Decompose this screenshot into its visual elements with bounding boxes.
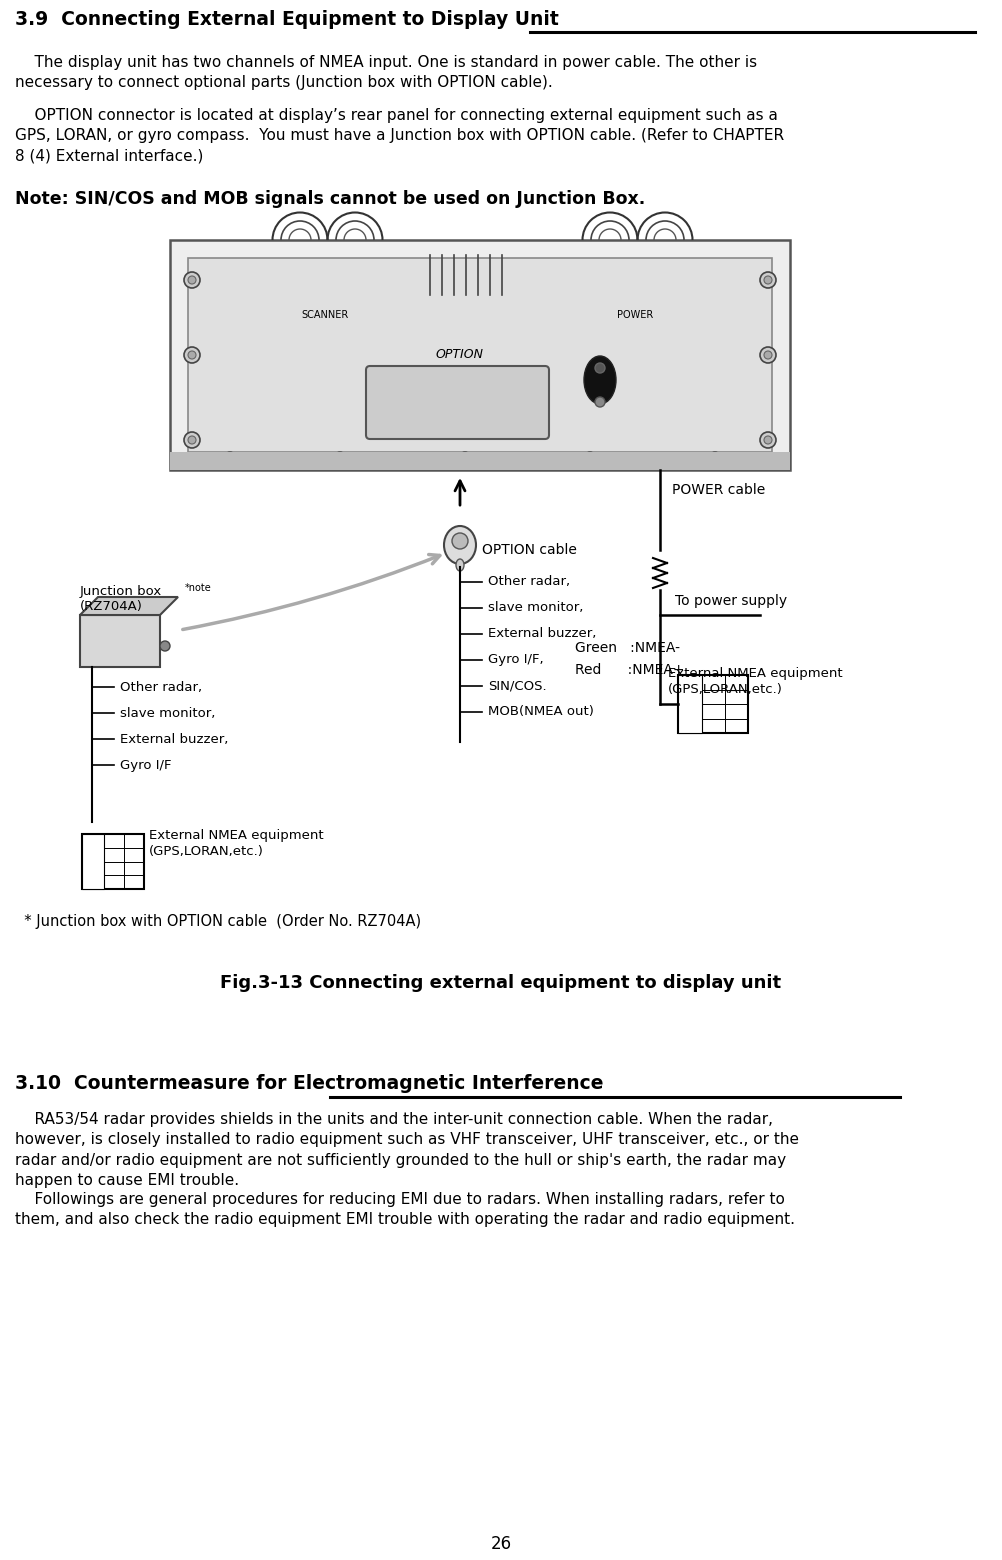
- Text: Other radar,: Other radar,: [120, 680, 202, 694]
- Circle shape: [764, 435, 772, 445]
- Text: MOB(NMEA out): MOB(NMEA out): [488, 705, 593, 719]
- Text: SCANNER: SCANNER: [301, 310, 349, 320]
- Text: RA53/54 radar provides shields in the units and the inter-unit connection cable.: RA53/54 radar provides shields in the un…: [15, 1112, 799, 1189]
- FancyBboxPatch shape: [366, 367, 548, 438]
- Circle shape: [183, 346, 199, 363]
- Polygon shape: [80, 597, 177, 615]
- Text: POWER: POWER: [616, 310, 652, 320]
- Text: Fig.3-13 Connecting external equipment to display unit: Fig.3-13 Connecting external equipment t…: [220, 973, 781, 992]
- Ellipse shape: [594, 363, 604, 373]
- Circle shape: [760, 271, 776, 289]
- Ellipse shape: [452, 534, 468, 549]
- Ellipse shape: [456, 558, 464, 571]
- Circle shape: [183, 271, 199, 289]
- Text: SIN/COS.: SIN/COS.: [488, 680, 546, 693]
- Text: The display unit has two channels of NMEA input. One is standard in power cable.: The display unit has two channels of NME…: [15, 55, 757, 90]
- Text: OPTION: OPTION: [436, 348, 484, 362]
- Text: External buzzer,: External buzzer,: [488, 627, 596, 641]
- Circle shape: [183, 432, 199, 448]
- Text: *note: *note: [184, 583, 211, 593]
- Text: Green   :NMEA-: Green :NMEA-: [574, 641, 679, 655]
- Text: Junction box: Junction box: [80, 585, 162, 597]
- Text: External NMEA equipment
(GPS,LORAN,etc.): External NMEA equipment (GPS,LORAN,etc.): [667, 668, 842, 696]
- FancyBboxPatch shape: [187, 257, 772, 452]
- Circle shape: [187, 435, 195, 445]
- Circle shape: [760, 432, 776, 448]
- Ellipse shape: [583, 356, 615, 404]
- Circle shape: [583, 452, 595, 463]
- Text: External buzzer,: External buzzer,: [120, 733, 228, 746]
- Text: OPTION connector is located at display’s rear panel for connecting external equi: OPTION connector is located at display’s…: [15, 108, 784, 164]
- Circle shape: [760, 346, 776, 363]
- Text: 3.9  Connecting External Equipment to Display Unit: 3.9 Connecting External Equipment to Dis…: [15, 9, 558, 30]
- Text: slave monitor,: slave monitor,: [120, 707, 215, 719]
- Text: slave monitor,: slave monitor,: [488, 602, 583, 615]
- Text: Other radar,: Other radar,: [488, 576, 569, 588]
- Text: * Junction box with OPTION cable  (Order No. RZ704A): * Junction box with OPTION cable (Order …: [15, 914, 421, 930]
- FancyBboxPatch shape: [82, 835, 103, 889]
- Circle shape: [223, 452, 235, 463]
- Ellipse shape: [444, 526, 476, 565]
- Circle shape: [187, 276, 195, 284]
- Text: To power supply: To power supply: [674, 594, 787, 608]
- FancyBboxPatch shape: [677, 675, 747, 733]
- Circle shape: [334, 452, 346, 463]
- Circle shape: [764, 351, 772, 359]
- Circle shape: [459, 452, 471, 463]
- Text: Gyro I/F: Gyro I/F: [120, 758, 171, 772]
- Text: External NMEA equipment
(GPS,LORAN,etc.): External NMEA equipment (GPS,LORAN,etc.): [149, 828, 324, 858]
- FancyBboxPatch shape: [80, 615, 160, 668]
- Circle shape: [764, 276, 772, 284]
- Circle shape: [708, 452, 720, 463]
- Circle shape: [160, 641, 169, 651]
- Text: OPTION cable: OPTION cable: [482, 543, 576, 557]
- Text: 26: 26: [490, 1535, 511, 1554]
- Circle shape: [187, 351, 195, 359]
- Text: (RZ704A): (RZ704A): [80, 601, 142, 613]
- Text: Note: SIN/COS and MOB signals cannot be used on Junction Box.: Note: SIN/COS and MOB signals cannot be …: [15, 190, 644, 207]
- FancyBboxPatch shape: [82, 835, 144, 889]
- Text: Red      :NMEA+: Red :NMEA+: [574, 663, 683, 677]
- FancyBboxPatch shape: [677, 675, 701, 733]
- Text: Followings are general procedures for reducing EMI due to radars. When installin: Followings are general procedures for re…: [15, 1192, 795, 1228]
- FancyBboxPatch shape: [169, 452, 790, 470]
- Circle shape: [594, 396, 604, 407]
- Text: POWER cable: POWER cable: [671, 484, 765, 498]
- Text: 3.10  Countermeasure for Electromagnetic Interference: 3.10 Countermeasure for Electromagnetic …: [15, 1073, 603, 1094]
- FancyBboxPatch shape: [169, 240, 790, 470]
- Text: Gyro I/F,: Gyro I/F,: [488, 654, 543, 666]
